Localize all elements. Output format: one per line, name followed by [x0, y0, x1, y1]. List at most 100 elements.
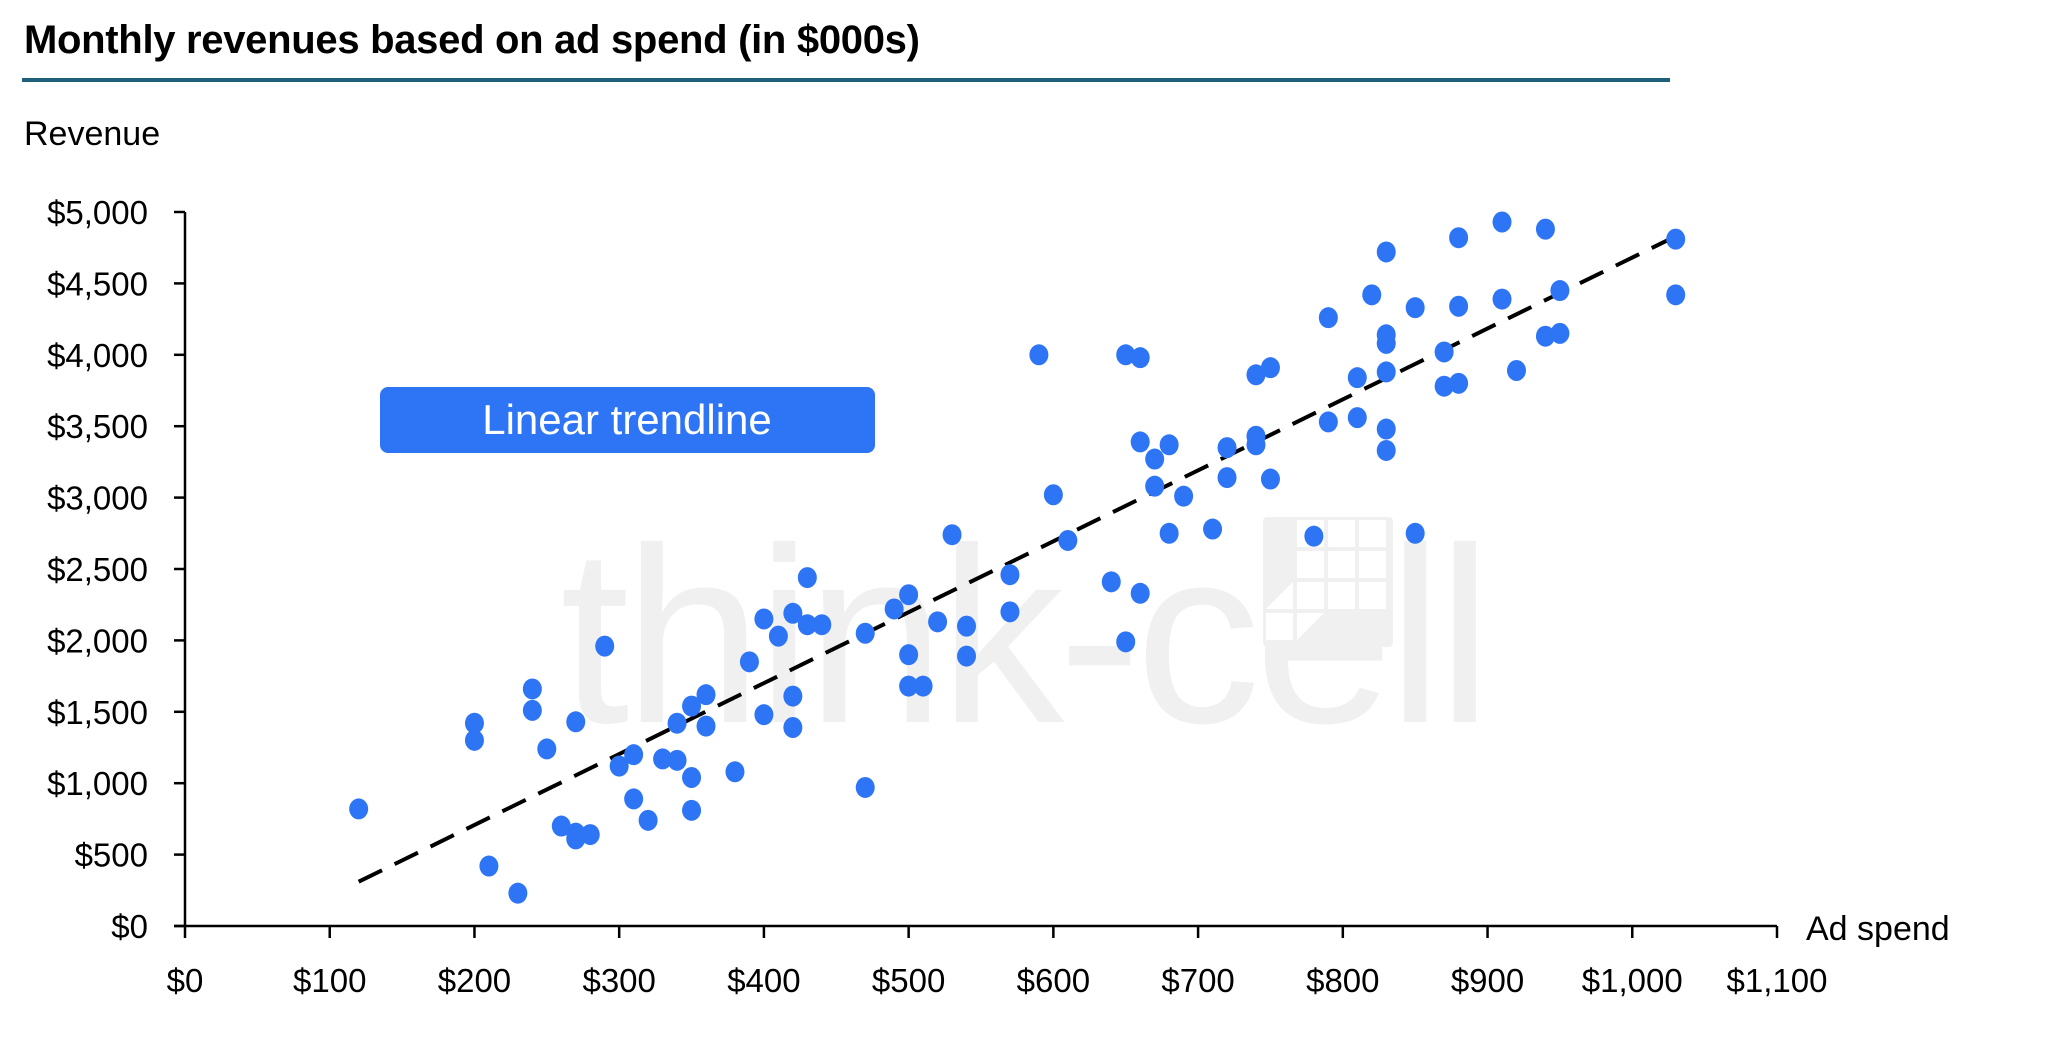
y-tick-label: $1,500 [47, 694, 148, 731]
data-point [1347, 367, 1367, 389]
data-point [682, 695, 702, 717]
data-point [580, 824, 600, 846]
title-rule [22, 78, 1670, 82]
data-point [942, 524, 962, 546]
data-point [1246, 364, 1266, 386]
data-point [667, 712, 687, 734]
data-point [1000, 564, 1020, 586]
data-point [609, 755, 629, 777]
data-point [928, 611, 948, 633]
x-tick-label: $600 [1017, 962, 1090, 999]
data-point [508, 882, 528, 904]
data-point [1376, 241, 1396, 263]
data-point [1130, 582, 1150, 604]
data-point [682, 799, 702, 821]
data-point [1550, 322, 1570, 344]
data-point [957, 615, 977, 637]
data-point [1000, 601, 1020, 623]
data-point [1666, 284, 1686, 306]
data-points [349, 211, 1686, 904]
data-point [899, 644, 919, 666]
data-point [1449, 372, 1469, 394]
callout-label: Linear trendline [482, 396, 772, 443]
data-point [1405, 522, 1425, 544]
data-point [1217, 467, 1237, 489]
data-point [855, 622, 875, 644]
data-point [1434, 375, 1454, 397]
data-point [1058, 529, 1078, 551]
y-tick-label: $500 [75, 837, 148, 874]
data-point [624, 744, 644, 766]
x-tick-label: $500 [872, 962, 945, 999]
data-point [783, 602, 803, 624]
data-point [1362, 284, 1382, 306]
y-tick-label: $4,000 [47, 337, 148, 374]
data-point [464, 712, 484, 734]
data-point [1246, 434, 1266, 456]
data-point [913, 675, 933, 697]
data-point [1550, 280, 1570, 302]
data-point [1449, 295, 1469, 317]
data-point [349, 798, 369, 820]
data-point [1506, 360, 1526, 382]
x-tick-label: $200 [438, 962, 511, 999]
y-tick-label: $3,000 [47, 480, 148, 517]
data-point [1535, 325, 1555, 347]
data-point [739, 651, 759, 673]
data-point [566, 828, 586, 850]
data-point [1405, 297, 1425, 319]
data-point [783, 717, 803, 739]
y-tick-label: $1,000 [47, 765, 148, 802]
x-tick-label: $1,000 [1582, 962, 1683, 999]
data-point [1145, 448, 1165, 470]
x-tick-label: $0 [167, 962, 204, 999]
data-point [537, 738, 557, 760]
trendline-callout: Linear trendline [380, 387, 875, 453]
data-point [667, 749, 687, 771]
x-tick-label: $300 [582, 962, 655, 999]
data-point [522, 678, 542, 700]
data-point [1304, 525, 1324, 547]
x-tick-label: $800 [1306, 962, 1379, 999]
data-point [1347, 407, 1367, 429]
data-point [1492, 288, 1512, 310]
data-point [522, 699, 542, 721]
data-point [1376, 361, 1396, 383]
x-tick-label: $100 [293, 962, 366, 999]
data-point [1159, 522, 1179, 544]
data-point [1203, 518, 1223, 540]
data-point [1159, 434, 1179, 456]
data-point [1535, 218, 1555, 240]
data-point [696, 715, 716, 737]
y-tick-label: $3,500 [47, 408, 148, 445]
data-point [797, 567, 817, 589]
data-point [696, 684, 716, 706]
data-point [1043, 484, 1063, 506]
data-point [1666, 228, 1686, 250]
data-point [797, 614, 817, 636]
y-tick-label: $0 [111, 908, 148, 945]
y-tick-label: $2,000 [47, 622, 148, 659]
data-point [1434, 341, 1454, 363]
x-axis-title: Ad spend [1806, 910, 1950, 948]
data-point [1130, 431, 1150, 453]
data-point [1376, 332, 1396, 354]
data-point [855, 776, 875, 798]
data-point [1130, 347, 1150, 369]
data-point [1145, 475, 1165, 497]
data-point [768, 625, 788, 647]
data-point [783, 685, 803, 707]
data-point [1318, 307, 1338, 329]
data-point [957, 645, 977, 667]
y-tick-label: $5,000 [47, 194, 148, 231]
trendline [357, 234, 1677, 884]
data-point [653, 748, 673, 770]
data-point [1101, 571, 1121, 593]
data-point [1029, 344, 1049, 366]
data-point [1260, 357, 1280, 379]
data-point [754, 608, 774, 630]
data-point [624, 788, 644, 810]
data-point [899, 584, 919, 606]
x-tick-label: $700 [1161, 962, 1234, 999]
data-point [638, 809, 658, 831]
